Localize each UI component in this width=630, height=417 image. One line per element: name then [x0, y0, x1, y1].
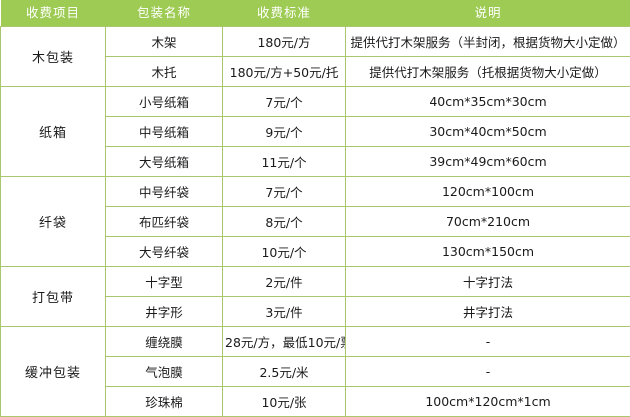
- package-name-cell: 气泡膜: [106, 357, 223, 387]
- description-cell: 提供代打木架服务（半封闭，根据货物大小定做）: [346, 27, 630, 57]
- description-cell: 39cm*49cm*60cm: [346, 147, 630, 177]
- charge-standard-cell: 180元/方+50元/托: [223, 57, 346, 87]
- package-name-cell: 小号纸箱: [106, 87, 223, 117]
- group-label-cell: 打包带: [1, 267, 106, 327]
- package-name-cell: 十字型: [106, 267, 223, 297]
- description-cell: 井字打法: [346, 297, 630, 327]
- package-name-cell: 缠绕膜: [106, 327, 223, 357]
- description-cell: 40cm*35cm*30cm: [346, 87, 630, 117]
- group-label-cell: 纤袋: [1, 177, 106, 267]
- table-header: 收费项目 包装名称 收费标准 说明: [1, 0, 630, 27]
- header-charge-item: 收费项目: [1, 0, 106, 27]
- charge-standard-cell: 3元/件: [223, 297, 346, 327]
- package-name-cell: 木托: [106, 57, 223, 87]
- charge-standard-cell: 180元/方: [223, 27, 346, 57]
- description-cell: -: [346, 357, 630, 387]
- description-cell: 十字打法: [346, 267, 630, 297]
- description-cell: 100cm*120cm*1cm: [346, 387, 630, 417]
- package-name-cell: 木架: [106, 27, 223, 57]
- group-label-cell: 木包装: [1, 27, 106, 87]
- package-name-cell: 大号纤袋: [106, 237, 223, 267]
- description-cell: 30cm*40cm*50cm: [346, 117, 630, 147]
- header-description: 说明: [346, 0, 630, 27]
- charge-standard-cell: 2.5元/米: [223, 357, 346, 387]
- charge-standard-cell: 2元/件: [223, 267, 346, 297]
- package-name-cell: 中号纤袋: [106, 177, 223, 207]
- description-cell: 120cm*100cm: [346, 177, 630, 207]
- package-name-cell: 大号纸箱: [106, 147, 223, 177]
- group-label-cell: 缓冲包装: [1, 327, 106, 417]
- package-name-cell: 中号纸箱: [106, 117, 223, 147]
- charge-standard-cell: 7元/个: [223, 87, 346, 117]
- package-name-cell: 布匹纤袋: [106, 207, 223, 237]
- package-name-cell: 井字形: [106, 297, 223, 327]
- charge-standard-cell: 10元/个: [223, 237, 346, 267]
- package-name-cell: 珍珠棉: [106, 387, 223, 417]
- description-cell: -: [346, 327, 630, 357]
- description-cell: 70cm*210cm: [346, 207, 630, 237]
- header-row: 收费项目 包装名称 收费标准 说明: [1, 0, 630, 27]
- description-cell: 提供代打木架服务（托根据货物大小定做）: [346, 57, 630, 87]
- description-cell: 130cm*150cm: [346, 237, 630, 267]
- charge-standard-cell: 11元/个: [223, 147, 346, 177]
- group-label-cell: 纸箱: [1, 87, 106, 177]
- charge-standard-cell: 28元/方，最低10元/票: [223, 327, 346, 357]
- charge-standard-cell: 9元/个: [223, 117, 346, 147]
- charge-standard-cell: 10元/张: [223, 387, 346, 417]
- header-package-name: 包装名称: [106, 0, 223, 27]
- header-charge-standard: 收费标准: [223, 0, 346, 27]
- charge-standard-cell: 7元/个: [223, 177, 346, 207]
- charge-standard-cell: 8元/个: [223, 207, 346, 237]
